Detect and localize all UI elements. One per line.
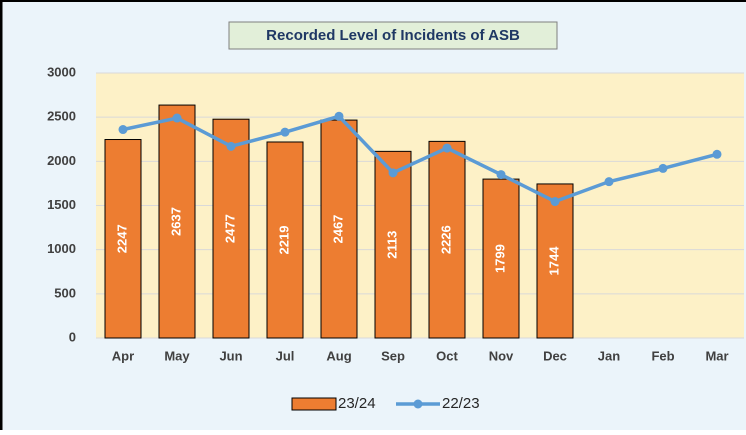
x-tick-label: Oct [436,348,458,363]
x-tick-label: Feb [651,348,674,363]
bar [482,178,520,339]
line-marker [226,141,236,151]
y-tick-label: 0 [69,329,76,344]
line-marker [550,197,560,207]
data-label: 2247 [114,224,129,253]
line [122,114,718,204]
bar [428,140,466,339]
data-label: 2226 [438,225,453,254]
x-tick-label: Apr [112,348,134,363]
bar [536,183,574,339]
x-tick-label: Nov [489,348,514,363]
bar [266,141,304,339]
x-tick-label: May [164,348,190,363]
y-tick-label: 1500 [47,197,76,212]
x-tick-label: Jan [598,348,620,363]
legend-marker [413,399,423,409]
data-label: 2637 [168,207,183,236]
data-label: 2477 [222,214,237,243]
line-marker [658,163,668,173]
legend-swatch [291,397,337,411]
y-tick-label: 2000 [47,153,76,168]
data-label: 2113 [384,231,399,259]
bar [104,139,142,339]
y-tick-label: 1000 [47,241,76,256]
line-marker [280,127,290,137]
bar [158,104,196,339]
y-tick-label: 500 [54,285,76,300]
chart-title: Recorded Level of Incidents of ASB [266,27,520,44]
x-tick-label: Sep [381,348,405,363]
data-label: 2219 [276,226,291,255]
y-tick-label: 3000 [47,64,76,79]
data-label: 1799 [492,244,507,273]
x-tick-label: Aug [326,348,351,363]
line-marker [334,111,344,121]
x-tick-label: Jul [276,348,295,363]
bar [212,118,250,339]
line-marker [604,177,614,187]
legend-label: 22/23 [442,395,480,412]
line-marker [388,168,398,178]
line-marker [172,113,182,123]
line-marker [442,143,452,153]
bar [320,119,358,339]
line-marker [118,125,128,135]
bar [374,150,412,339]
legend-label: 23/24 [338,395,376,412]
y-tick-label: 2500 [47,109,76,124]
title-box [228,21,558,50]
x-tick-label: Dec [543,348,567,363]
line-marker [712,149,722,159]
data-label: 2467 [330,215,345,244]
x-tick-label: Mar [705,348,728,363]
x-tick-label: Jun [219,348,242,363]
data-label: 1744 [546,246,561,276]
line-marker [496,170,506,180]
